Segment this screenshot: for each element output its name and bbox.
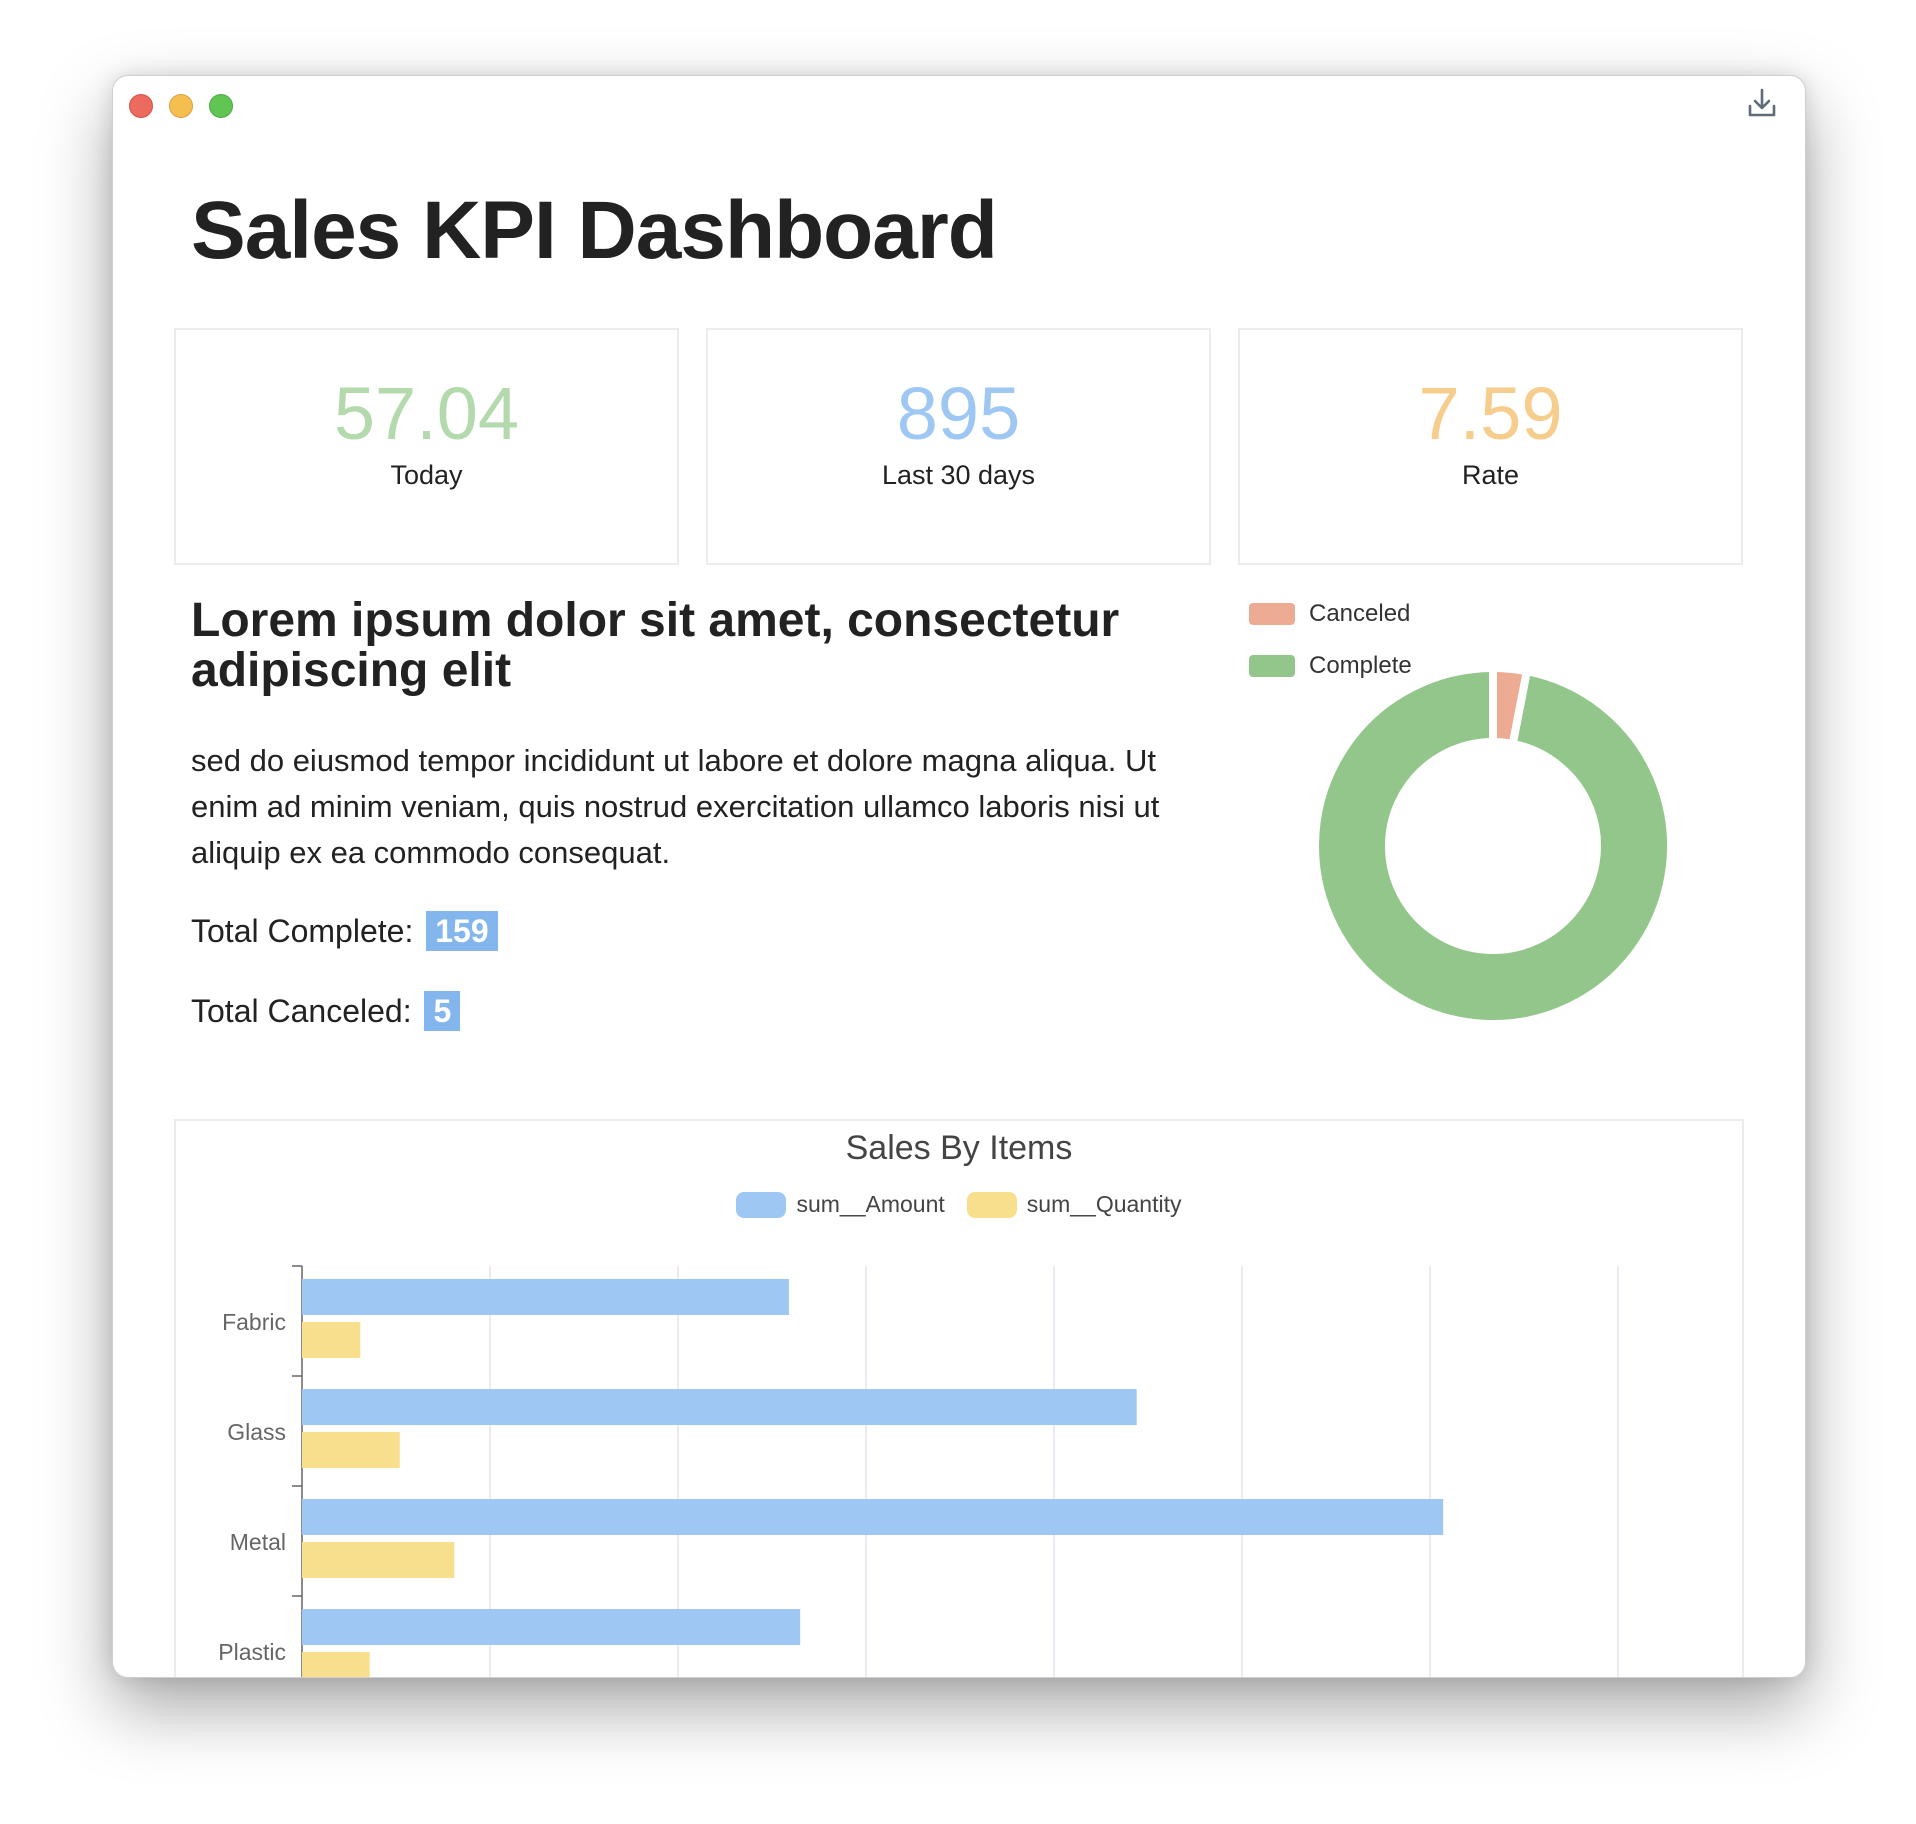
bar-chart-plot: Fabric Glass Metal Plastic <box>218 1265 1619 1678</box>
total-complete: Total Complete: 159 <box>191 911 498 951</box>
total-canceled-label: Total Canceled: <box>191 993 412 1029</box>
app-window: Sales KPI Dashboard 57.04 Today 895 Last… <box>112 75 1806 1678</box>
legend-label: sum__Quantity <box>1026 1191 1182 1217</box>
legend-label: Canceled <box>1309 600 1411 627</box>
y-tick-label: Glass <box>227 1419 286 1445</box>
kpi-value: 57.04 <box>333 372 520 455</box>
order-status-donut-chart <box>1311 664 1675 1028</box>
bar-metal-sumamount[interactable] <box>302 1499 1444 1535</box>
legend-item-amount[interactable]: sum__Amount <box>736 1191 945 1218</box>
total-canceled-badge: 5 <box>424 991 461 1031</box>
sales-by-items-chart: Fabric Glass Metal Plastic Sales By Items s… <box>174 1119 1744 1678</box>
download-icon[interactable] <box>1745 86 1779 120</box>
y-tick-label: Metal <box>230 1529 286 1555</box>
chart-legend: sum__Amount sum__Quantity <box>176 1191 1742 1218</box>
section-heading: Lorem ipsum dolor sit amet, consectetur … <box>191 594 1120 697</box>
kpi-card-today: 57.04 Today <box>174 328 679 565</box>
legend-swatch <box>736 1191 787 1218</box>
kpi-card-rate: 7.59 Rate <box>1238 328 1743 565</box>
minimize-window-button[interactable] <box>169 94 193 118</box>
bar-glass-sumamount[interactable] <box>302 1389 1137 1425</box>
kpi-label: Rate <box>1461 460 1520 490</box>
legend-swatch <box>1249 603 1295 625</box>
bar-fabric-sumamount[interactable] <box>302 1279 789 1315</box>
total-canceled: Total Canceled: 5 <box>191 991 461 1031</box>
legend-swatch <box>1249 655 1295 677</box>
kpi-label: Today <box>390 460 463 490</box>
bar-plastic-sumamount[interactable] <box>302 1609 801 1645</box>
kpi-value: 895 <box>896 372 1021 455</box>
section-paragraph: sed do eiusmod tempor incididunt ut labo… <box>191 743 1160 870</box>
y-tick-label: Plastic <box>218 1639 286 1665</box>
legend-swatch <box>966 1191 1017 1218</box>
bar-plastic-sumquantity[interactable] <box>302 1652 370 1678</box>
chart-title: Sales By Items <box>845 1129 1073 1167</box>
legend-item-quantity[interactable]: sum__Quantity <box>966 1191 1182 1218</box>
donut-slice-complete[interactable] <box>1311 664 1675 1028</box>
page-title: Sales KPI Dashboard <box>191 185 998 276</box>
bar-fabric-sumquantity[interactable] <box>302 1322 361 1358</box>
kpi-value: 7.59 <box>1418 372 1563 455</box>
bar-metal-sumquantity[interactable] <box>302 1542 455 1578</box>
close-window-button[interactable] <box>129 94 153 118</box>
legend-label: Complete <box>1309 652 1412 679</box>
total-complete-badge: 159 <box>426 911 498 951</box>
kpi-card-last-30-days: 895 Last 30 days <box>706 328 1211 565</box>
donut-legend-canceled[interactable]: Canceled <box>1249 600 1410 628</box>
total-complete-label: Total Complete: <box>191 913 414 949</box>
donut-legend-complete[interactable]: Complete <box>1249 652 1412 680</box>
maximize-window-button[interactable] <box>209 94 233 118</box>
y-tick-label: Fabric <box>222 1309 286 1335</box>
legend-label: sum__Amount <box>796 1191 945 1217</box>
kpi-label: Last 30 days <box>881 460 1036 490</box>
bar-glass-sumquantity[interactable] <box>302 1432 400 1468</box>
